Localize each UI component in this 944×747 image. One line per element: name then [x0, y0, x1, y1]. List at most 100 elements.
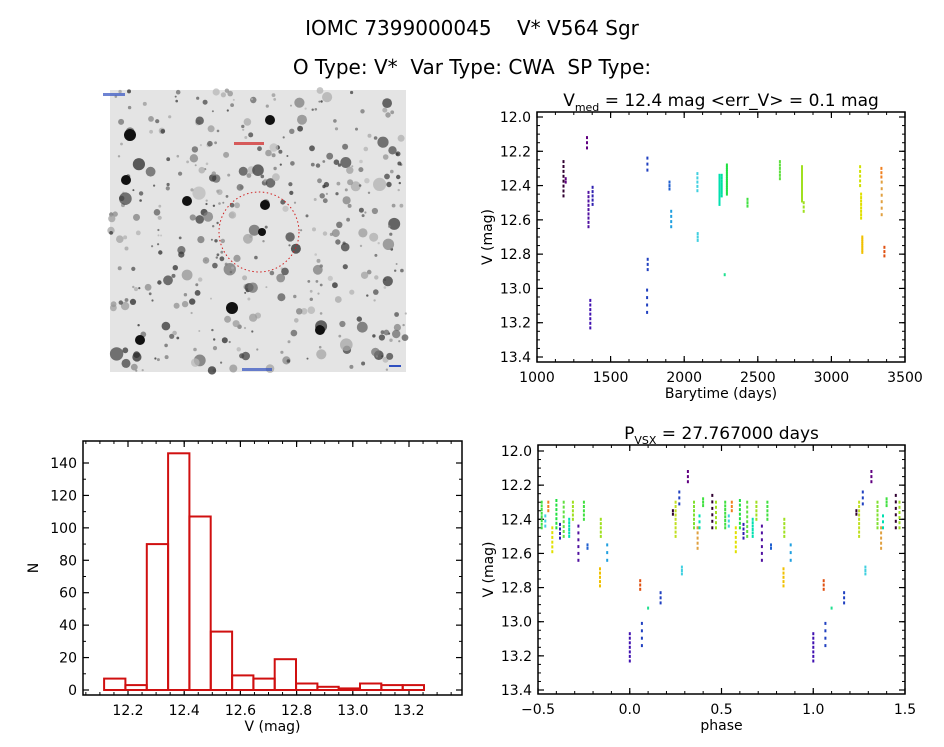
data-point	[727, 524, 730, 528]
data-point	[738, 503, 741, 507]
data-point	[587, 212, 590, 216]
star-blob	[243, 326, 247, 330]
star-blob	[214, 141, 218, 145]
data-point	[646, 296, 649, 300]
star-blob	[164, 343, 168, 348]
data-point	[812, 659, 815, 663]
data-point	[860, 209, 863, 213]
data-point	[577, 531, 580, 535]
star-blob	[157, 228, 160, 232]
star-blob	[364, 211, 367, 214]
star-blob	[231, 266, 235, 270]
star-blob	[246, 173, 252, 178]
data-point	[870, 470, 873, 473]
star-blob	[356, 321, 368, 333]
star-blob	[132, 285, 135, 289]
star-blob	[290, 329, 298, 337]
data-point	[562, 194, 565, 198]
star-blob	[202, 257, 210, 264]
data-point	[646, 310, 649, 314]
star-blob	[327, 275, 333, 281]
data-point	[824, 636, 827, 640]
star-blob	[216, 221, 219, 225]
data-point	[830, 606, 833, 610]
data-point	[725, 188, 728, 192]
data-point	[778, 163, 781, 167]
data-point	[551, 531, 554, 535]
data-point	[760, 538, 763, 542]
star-blob	[401, 334, 409, 341]
star-blob	[313, 198, 317, 201]
star-blob	[207, 366, 217, 375]
star-blob	[223, 263, 236, 276]
data-point	[589, 317, 592, 321]
data-point	[778, 170, 781, 174]
star-blob	[211, 110, 214, 113]
data-point	[559, 522, 561, 526]
data-point	[843, 596, 846, 600]
star-blob	[229, 364, 238, 373]
data-point	[720, 191, 723, 195]
star-blob	[149, 129, 154, 134]
star-blob	[257, 146, 262, 152]
data-point	[599, 567, 601, 571]
star-blob	[282, 136, 285, 139]
star-blob	[197, 236, 205, 244]
star-blob	[318, 345, 322, 349]
data-point	[720, 194, 723, 198]
star-blob	[153, 209, 161, 216]
data-point	[880, 526, 883, 530]
bright-star	[265, 115, 275, 125]
y-tick-label: 12.6	[501, 546, 532, 562]
star-blob	[311, 108, 314, 111]
star-blob	[363, 146, 369, 152]
data-point	[686, 470, 689, 473]
data-point	[693, 505, 695, 508]
data-point	[864, 569, 867, 572]
data-point	[824, 629, 827, 633]
star-blob	[350, 181, 361, 192]
star-blob	[213, 338, 216, 341]
star-blob	[254, 255, 258, 260]
data-point	[859, 179, 862, 183]
data-point	[770, 546, 772, 550]
data-point	[564, 177, 567, 181]
data-point	[734, 545, 737, 549]
data-point	[894, 506, 897, 510]
data-point	[646, 257, 649, 261]
data-point	[860, 192, 863, 196]
star-blob	[118, 118, 125, 125]
data-point	[680, 572, 683, 576]
data-point	[876, 517, 879, 521]
data-point	[540, 519, 543, 522]
data-point	[668, 187, 671, 191]
star-blob	[116, 235, 124, 243]
star-blob	[390, 110, 395, 115]
data-point	[571, 513, 574, 517]
star-blob	[216, 253, 220, 257]
plot-title: Vmed = 12.4 mag <err_V> = 0.1 mag	[563, 91, 879, 114]
data-point	[646, 262, 649, 266]
star-blob	[289, 190, 294, 195]
data-point	[628, 650, 631, 654]
star-blob	[174, 95, 177, 98]
data-point	[880, 171, 883, 175]
data-point	[725, 163, 728, 167]
data-point	[730, 500, 733, 504]
data-point	[702, 497, 705, 501]
star-blob	[371, 207, 378, 215]
star-blob	[317, 178, 322, 184]
y-tick-label: 12.2	[501, 478, 532, 494]
star-blob	[322, 92, 333, 103]
data-point	[568, 528, 571, 531]
bright-star	[182, 196, 192, 206]
data-point	[586, 136, 588, 140]
data-point	[861, 490, 864, 494]
data-point	[547, 505, 550, 508]
x-tick-label: 3000	[814, 370, 850, 386]
data-point	[778, 166, 781, 170]
data-point	[789, 558, 792, 562]
star-blob	[223, 151, 230, 158]
data-point	[738, 526, 741, 530]
data-point	[782, 567, 785, 571]
